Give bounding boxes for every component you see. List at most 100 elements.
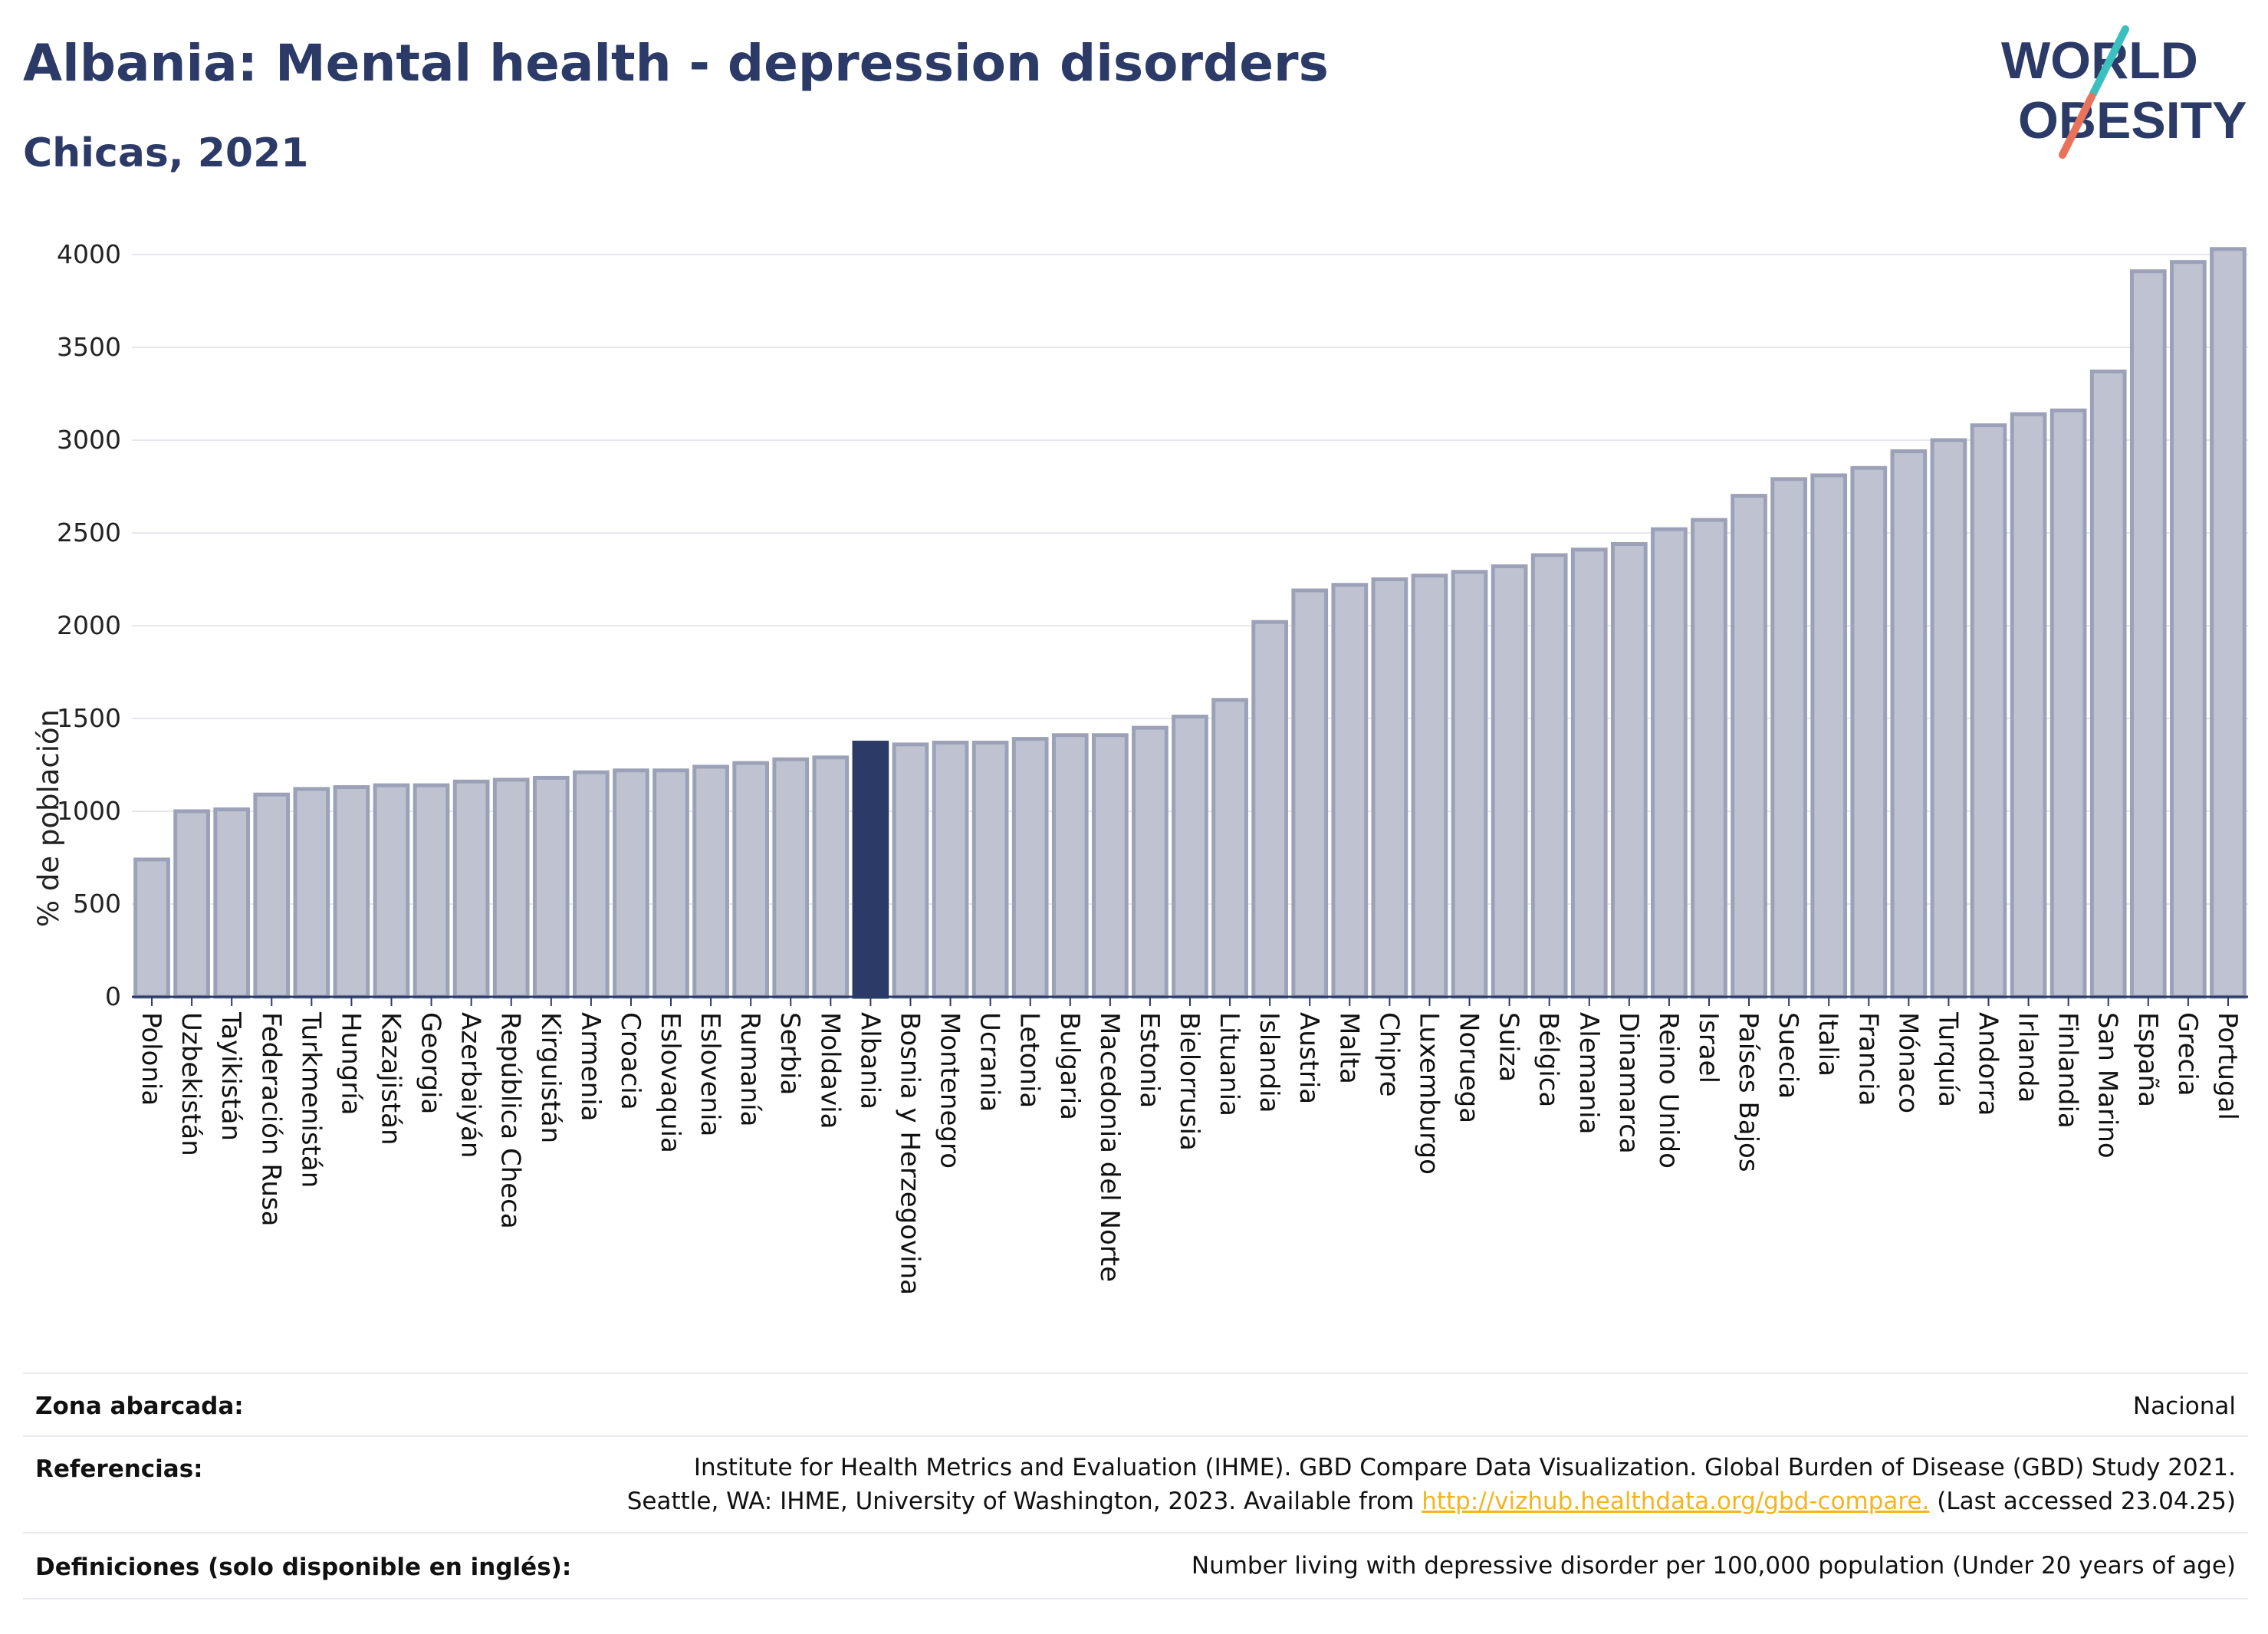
x-tick-label: Hungría <box>335 1012 366 1116</box>
logo-slash-coral <box>2059 93 2095 159</box>
ref-label: Referencias: <box>35 1455 203 1483</box>
x-tick-label: Reino Unido <box>1653 1012 1684 1169</box>
bar-eslovaquia <box>652 768 689 999</box>
x-tick-label: Francia <box>1852 1012 1883 1106</box>
bar-españa <box>2129 269 2167 999</box>
x-tick-label: Portugal <box>2212 1012 2243 1120</box>
ref-link[interactable]: http://vizhub.healthdata.org/gbd-compare… <box>1422 1488 1930 1515</box>
x-tick-label: Andorra <box>1973 1012 2003 1116</box>
logo-slash-teal <box>2089 25 2129 97</box>
x-tick-label: España <box>2132 1012 2163 1107</box>
bar-lituania <box>1211 698 1248 999</box>
bar-andorra <box>1970 423 2007 999</box>
bar-federación-rusa <box>253 792 291 999</box>
y-axis-label: % de población <box>32 709 65 927</box>
x-tick-label: Turkmenistán <box>295 1011 326 1188</box>
bar-irlanda <box>2010 412 2047 999</box>
x-tick-label: Irlanda <box>2013 1012 2043 1103</box>
bar-islandia <box>1251 620 1289 999</box>
x-tick-label: Islandia <box>1254 1012 1284 1113</box>
bar-serbia <box>772 757 810 999</box>
chart-title: Albania: Mental health - depression diso… <box>23 34 1329 93</box>
x-tick-label: Bulgaria <box>1054 1012 1085 1120</box>
zona-label: Zona abarcada: <box>35 1392 244 1420</box>
bar-israel <box>1691 518 1727 999</box>
footer-row-zona: Zona abarcada: Nacional <box>23 1373 2248 1437</box>
x-tick-label: Luxemburgo <box>1413 1012 1444 1175</box>
x-tick-label: Israel <box>1693 1012 1724 1083</box>
ref-line1: Institute for Health Metrics and Evaluat… <box>693 1454 2236 1481</box>
x-tick-label: Estonia <box>1134 1012 1165 1108</box>
x-tick-label: Kazajistán <box>375 1012 406 1146</box>
bar-turquía <box>1930 438 1967 999</box>
bar-chart: 0 500 1000 1500 2000 2500 3000 3500 4000 % de pob… <box>32 239 2248 1295</box>
chart-subtitle: Chicas, 2021 <box>23 130 309 176</box>
x-tick-label: República Checa <box>495 1012 526 1229</box>
chart-footer: Zona abarcada: Nacional Referencias: Ins… <box>23 1373 2248 1603</box>
bar-kazajistán <box>373 783 410 999</box>
bar-suecia <box>1770 477 1807 999</box>
x-tick-label: Polonia <box>136 1012 166 1106</box>
bar-bosnia-y-herzegovina <box>892 742 929 999</box>
bar-bulgaria <box>1051 733 1089 999</box>
bar-francia <box>1850 465 1888 999</box>
logo-line2: OBESITY <box>2018 91 2247 150</box>
x-tick-label: Países Bajos <box>1733 1012 1763 1172</box>
bar-república-checa <box>492 778 530 999</box>
bar-chipre <box>1371 577 1408 999</box>
x-tick-label: Bélgica <box>1533 1012 1564 1107</box>
bar-rumanía <box>732 761 770 999</box>
bar-dinamarca <box>1610 542 1648 999</box>
x-tick-label: Bielorrusia <box>1174 1012 1205 1151</box>
bar-noruega <box>1451 570 1488 999</box>
bar-turkmenistán <box>293 787 330 999</box>
x-tick-label: Dinamarca <box>1613 1012 1644 1154</box>
bar-montenegro <box>932 740 969 999</box>
bar-macedonia-del-norte <box>1091 733 1129 999</box>
bar-letonia <box>1011 737 1049 999</box>
bar-armenia <box>573 770 610 999</box>
x-tick-label: Federación Rusa <box>255 1012 286 1226</box>
ref-line2: Seattle, WA: IHME, University of Washing… <box>627 1484 2236 1518</box>
bar-bielorrusia <box>1172 715 1208 999</box>
footer-row-definiciones: Definiciones (solo disponible en inglés)… <box>23 1532 2248 1599</box>
bar-austria <box>1291 588 1329 999</box>
x-tick-label: Serbia <box>774 1012 805 1095</box>
x-tick-label: Montenegro <box>935 1012 965 1169</box>
bar-alemania <box>1570 547 1608 999</box>
y-tick-label: 1500 <box>57 703 121 733</box>
bar-reino-unido <box>1651 527 1688 999</box>
bar-luxemburgo <box>1411 574 1448 999</box>
bar-bélgica <box>1530 553 1568 999</box>
world-obesity-logo: WORLD OBESITY <box>2001 25 2247 159</box>
x-tick-label: Suecia <box>1773 1012 1803 1099</box>
bar-moldavia <box>812 755 850 999</box>
x-tick-label: Letonia <box>1014 1012 1045 1108</box>
y-tick-label: 2000 <box>57 610 121 640</box>
ref-line2-post: (Last accessed 23.04.25) <box>1929 1488 2236 1515</box>
bar-italia <box>1810 473 1848 999</box>
footer-row-referencias: Referencias: Institute for Health Metric… <box>23 1435 2248 1534</box>
x-tick-label: Bosnia y Herzegovina <box>894 1012 925 1295</box>
bar-suiza <box>1491 564 1528 999</box>
x-tick-label: Croacia <box>615 1012 646 1110</box>
y-tick-label: 3500 <box>57 332 121 362</box>
bar-albania <box>852 740 889 999</box>
bar-grecia <box>2170 260 2207 999</box>
def-value: Number living with depressive disorder p… <box>1191 1552 2236 1580</box>
x-tick-label: San Marino <box>2092 1012 2123 1159</box>
x-tick-label: Kirguistán <box>535 1012 566 1143</box>
x-tick-label: Azerbaiyán <box>455 1012 486 1158</box>
x-tick-label: Eslovaquia <box>655 1012 685 1153</box>
x-tick-label: Noruega <box>1454 1012 1484 1123</box>
bar-hungría <box>333 785 370 999</box>
ref-line2-pre: Seattle, WA: IHME, University of Washing… <box>626 1488 1422 1515</box>
x-tick-label: Lituania <box>1214 1012 1244 1116</box>
x-tick-label: Moldavia <box>814 1012 845 1129</box>
bar-polonia <box>133 857 170 999</box>
bar-portugal <box>2210 247 2247 999</box>
bar-azerbaiyán <box>452 779 490 999</box>
y-tick-label: 1000 <box>57 796 121 826</box>
bar-finlandia <box>2049 408 2087 999</box>
x-tick-label: Uzbekistán <box>176 1012 206 1156</box>
